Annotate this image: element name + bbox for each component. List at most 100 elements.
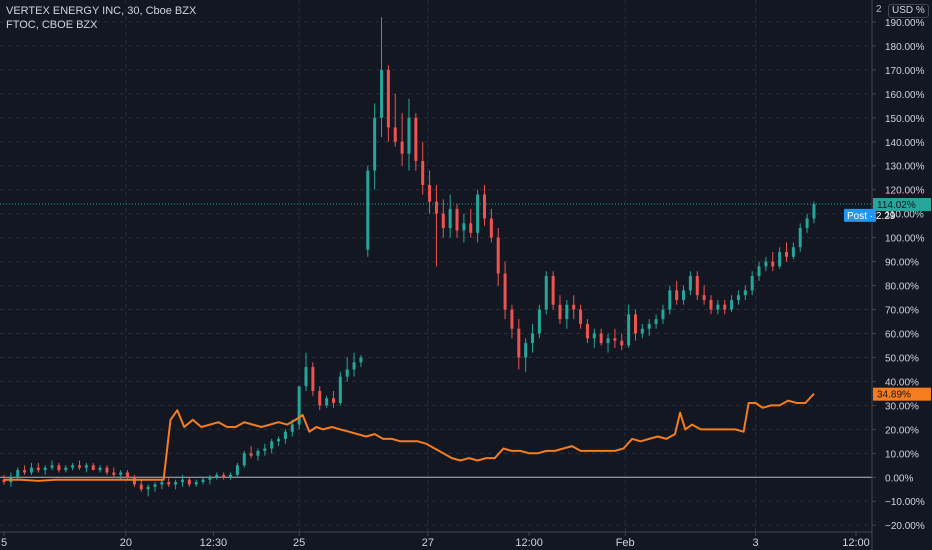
candle <box>606 333 610 353</box>
candle <box>757 261 761 281</box>
y-tick-label: 170.00% <box>885 66 925 77</box>
candle <box>215 472 219 480</box>
candle-body <box>229 474 233 478</box>
chart-grid <box>0 0 873 550</box>
candle <box>462 213 466 243</box>
candle-body <box>139 484 143 490</box>
candle-body <box>297 386 301 425</box>
candle <box>709 295 713 315</box>
candle <box>16 467 20 480</box>
candle-body <box>757 266 761 276</box>
candle-body <box>537 309 541 334</box>
y-tick-label: 140.00% <box>885 138 925 149</box>
candle-body <box>688 275 692 291</box>
candle-body <box>448 208 452 229</box>
candle <box>126 470 130 480</box>
candle-body <box>290 424 294 432</box>
x-tick-label: 3 <box>753 537 759 549</box>
candle <box>544 271 548 315</box>
candle-body <box>716 304 720 310</box>
chart-legend: VERTEX ENERGY INC, 30, Cboe BZX FTOC, CB… <box>6 4 196 32</box>
candle-body <box>414 117 418 161</box>
y-tick-label: 80.00% <box>885 282 919 293</box>
candle-body <box>119 472 123 475</box>
candle <box>167 477 171 487</box>
y-tick-label: 190.00% <box>885 18 925 29</box>
candlestick-series <box>2 17 816 497</box>
x-tick-label: 12:00 <box>842 537 870 549</box>
candle <box>736 290 740 305</box>
y-tick-label: 150.00% <box>885 114 925 125</box>
compare-last-label-bg <box>873 387 931 401</box>
candle <box>112 467 116 478</box>
candle <box>592 328 596 348</box>
candle-body <box>325 398 329 406</box>
candle <box>119 470 123 480</box>
candle <box>414 113 418 171</box>
candle <box>675 280 679 305</box>
x-tick-label: 25 <box>293 537 305 549</box>
candle-body <box>730 299 734 310</box>
candle-body <box>270 441 274 449</box>
candle <box>393 93 397 147</box>
candle <box>180 474 184 487</box>
candle <box>235 462 239 478</box>
candle-body <box>771 261 775 267</box>
post-label: Post · 2.29 <box>847 211 896 222</box>
candle <box>730 295 734 312</box>
candle-body <box>434 201 438 214</box>
y-tick-label: 110.00% <box>885 210 924 221</box>
currency-button[interactable]: USD % <box>888 4 929 18</box>
currency-label: USD <box>892 5 914 16</box>
candle <box>277 436 281 447</box>
candle-body <box>407 117 411 154</box>
candle-body <box>201 479 205 483</box>
main-symbol-label[interactable]: VERTEX ENERGY INC, 30, Cboe BZX <box>6 5 197 17</box>
y-tick-label: 30.00% <box>885 401 919 412</box>
candle-body <box>503 273 507 310</box>
candle <box>23 465 27 475</box>
candle <box>208 474 212 485</box>
candle-body <box>462 223 466 231</box>
time-axis[interactable]: 5 20 12:30 25 27 12:00 Feb 3 12:00 <box>1 532 870 549</box>
candle-body <box>249 453 253 456</box>
candle-body <box>606 338 610 344</box>
candle <box>572 295 576 320</box>
candle-body <box>167 482 171 485</box>
candle-body <box>750 275 754 291</box>
candle <box>640 323 644 339</box>
candle-body <box>812 204 816 219</box>
candle <box>64 465 68 473</box>
candle-body <box>146 486 150 490</box>
candle-body <box>482 194 486 219</box>
candle-body <box>194 482 198 485</box>
x-tick-label: 12:00 <box>515 537 543 549</box>
y-tick-label: 100.00% <box>885 234 925 245</box>
candle-body <box>702 295 706 300</box>
candle-body <box>695 275 699 296</box>
candle <box>647 319 651 336</box>
candle <box>421 141 425 195</box>
y-tick-label: 120.00% <box>885 186 925 197</box>
candle-body <box>531 333 535 344</box>
candle <box>187 477 191 487</box>
candle <box>448 194 452 238</box>
candle-body <box>544 275 548 310</box>
candle <box>174 479 178 490</box>
candle <box>242 450 246 468</box>
y-tick-label: 60.00% <box>885 329 919 340</box>
candle <box>455 204 459 238</box>
y-tick-label: 0.00% <box>885 473 913 484</box>
candle-body <box>222 474 226 478</box>
candle-body <box>524 343 528 358</box>
candle-body <box>441 213 445 229</box>
percent-mode-label: % <box>915 5 925 16</box>
candle <box>407 98 411 171</box>
candle <box>400 113 404 166</box>
candle-body <box>338 376 342 403</box>
candle-body <box>599 333 603 344</box>
compare-symbol-label[interactable]: FTOC, CBOE BZX <box>6 19 98 31</box>
price-axis[interactable]: −20.00% −10.00% 0.00% 10.00% 20.00% 30.00% 40.… <box>872 18 925 532</box>
candle-body <box>764 261 768 267</box>
